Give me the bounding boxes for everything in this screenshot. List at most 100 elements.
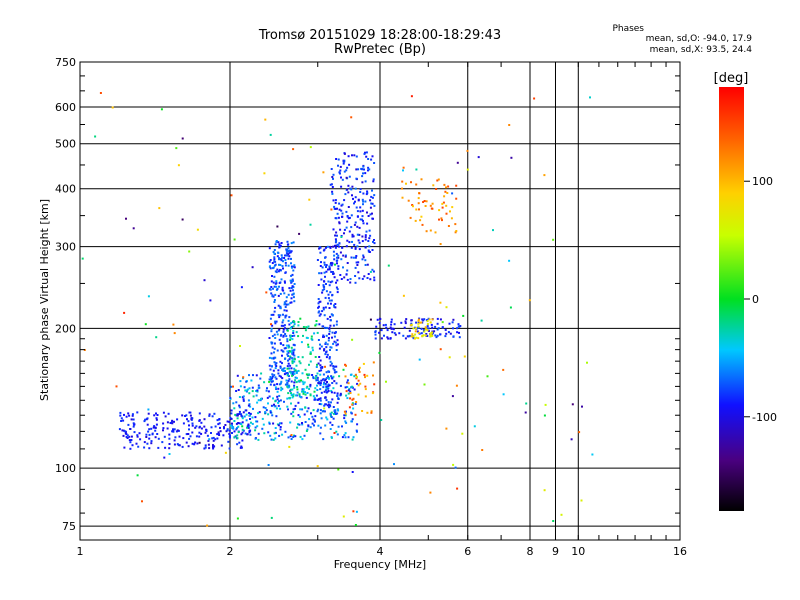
data-point: [283, 367, 286, 370]
data-point: [291, 374, 294, 377]
data-point: [168, 437, 171, 440]
data-point: [278, 328, 281, 331]
data-point: [437, 327, 440, 330]
data-point: [328, 326, 331, 329]
data-point: [417, 318, 420, 321]
data-point: [239, 380, 242, 383]
data-point: [387, 337, 390, 340]
data-point: [247, 399, 250, 402]
data-point: [434, 334, 437, 337]
data-point: [543, 174, 546, 177]
data-point: [316, 389, 319, 391]
data-point: [279, 399, 282, 402]
data-point: [346, 269, 349, 272]
data-point: [273, 256, 276, 259]
data-point: [277, 401, 280, 404]
data-point: [287, 408, 289, 411]
data-point: [298, 415, 301, 418]
data-point: [256, 425, 259, 428]
data-point: [346, 239, 349, 242]
data-point: [293, 407, 296, 410]
data-point: [250, 421, 252, 424]
data-point: [378, 322, 381, 325]
data-point: [238, 406, 241, 409]
data-point: [271, 365, 273, 368]
data-point: [291, 388, 294, 391]
data-point: [346, 262, 349, 264]
data-point: [317, 306, 320, 309]
data-point: [305, 396, 308, 399]
data-point: [241, 428, 244, 431]
data-point: [329, 315, 332, 318]
data-point: [284, 383, 287, 386]
data-point: [311, 422, 314, 425]
data-point: [155, 423, 158, 426]
data-point: [449, 332, 452, 335]
data-point: [163, 435, 166, 438]
data-point: [281, 387, 284, 390]
data-point: [326, 317, 329, 320]
data-point: [304, 421, 307, 423]
data-point: [419, 219, 422, 222]
data-point: [298, 395, 301, 398]
data-point: [290, 380, 293, 383]
data-point: [282, 324, 285, 327]
data-point: [289, 279, 292, 282]
data-point: [344, 386, 347, 389]
data-point: [508, 124, 511, 126]
data-point: [332, 417, 335, 420]
data-point: [123, 413, 125, 416]
data-point: [299, 435, 302, 438]
data-point: [351, 418, 354, 421]
data-point: [426, 323, 429, 326]
data-point: [477, 156, 480, 159]
data-point: [295, 370, 298, 373]
data-point: [343, 417, 346, 420]
data-point: [279, 244, 282, 247]
data-point: [153, 414, 156, 417]
data-point: [356, 430, 358, 433]
data-point: [321, 366, 324, 369]
data-point: [269, 411, 272, 414]
data-point: [314, 415, 317, 418]
data-point: [458, 331, 460, 334]
data-point: [282, 344, 285, 347]
data-point: [291, 335, 294, 337]
data-point: [306, 392, 309, 394]
y-tick-label: 400: [55, 183, 76, 196]
data-point: [347, 184, 350, 187]
data-point: [277, 241, 280, 244]
data-point: [444, 335, 447, 338]
data-point: [560, 513, 563, 516]
data-point: [270, 292, 273, 295]
data-point: [349, 281, 352, 284]
data-point: [390, 321, 393, 323]
data-point: [292, 351, 295, 354]
data-point: [325, 283, 327, 285]
data-point: [163, 456, 166, 459]
data-point: [404, 322, 407, 325]
data-point: [502, 368, 505, 371]
data-point: [335, 231, 338, 234]
data-point: [373, 276, 376, 279]
data-point: [268, 260, 271, 263]
data-point: [238, 441, 241, 444]
data-point: [346, 381, 349, 384]
data-point: [334, 241, 337, 244]
data-point: [390, 327, 393, 330]
data-point: [293, 386, 296, 389]
data-point: [330, 362, 333, 365]
data-point: [324, 424, 327, 427]
data-point: [355, 255, 358, 257]
data-point: [335, 320, 338, 323]
data-point: [438, 218, 440, 221]
data-point: [130, 439, 133, 441]
data-point: [300, 341, 303, 344]
data-point: [432, 184, 435, 187]
data-point: [343, 410, 346, 413]
data-point: [314, 398, 317, 401]
data-point: [355, 261, 358, 264]
data-point: [322, 335, 324, 338]
data-point: [211, 415, 214, 418]
stats-x-mode: mean, sd,X: 93.5, 24.4: [649, 45, 752, 55]
